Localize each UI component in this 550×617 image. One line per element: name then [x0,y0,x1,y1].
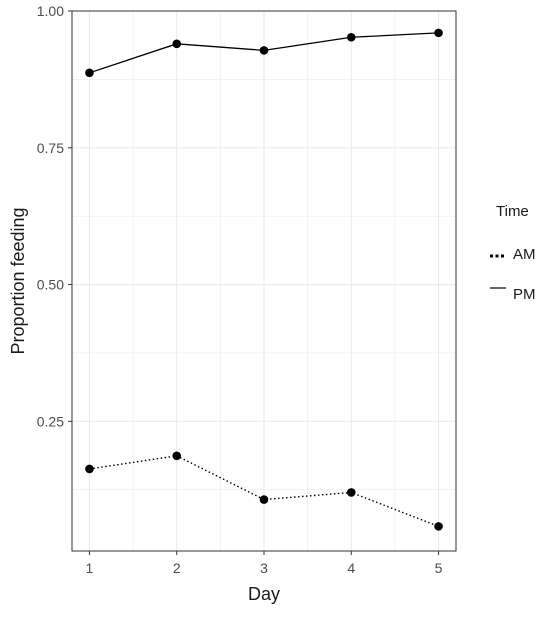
x-tick-label: 1 [86,560,94,576]
y-tick-label: 0.50 [37,277,64,293]
grid-layer [72,10,456,551]
series-layer [85,28,443,531]
y-axis-title: Proportion feeding [8,207,28,354]
data-point-pm [259,46,269,55]
data-point-am [434,522,443,531]
legend-label-pm: PM [513,286,536,303]
legend-title: Time [496,203,529,220]
legend-entries: AM PM [490,246,536,303]
x-tick-label: 4 [347,560,355,576]
x-tick-label: 3 [260,560,268,576]
axis-layer: 0.25 0.50 0.75 1.00 1 2 3 4 5 [37,3,443,576]
data-point-pm [172,39,182,49]
data-point-am [346,488,356,497]
data-point-am [85,464,94,474]
series-line-am [89,455,439,528]
data-point-pm [434,28,443,38]
data-point-am [172,451,182,461]
legend: Time AM PM [490,203,536,303]
legend-label-am: AM [513,246,536,263]
y-tick-label: 1.00 [37,3,64,19]
data-point-pm [85,68,94,78]
x-tick-label: 5 [435,560,443,576]
data-point-pm [346,32,356,42]
data-point-am [259,495,269,504]
x-tick-label: 2 [173,560,181,576]
y-tick-label: 0.75 [37,140,64,156]
x-axis-title: Day [248,584,280,604]
y-tick-label: 0.25 [37,413,64,429]
